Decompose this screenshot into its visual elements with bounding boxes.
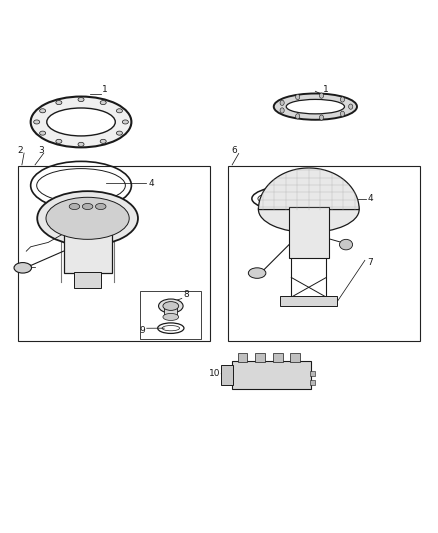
Bar <box>228 166 420 341</box>
Ellipse shape <box>296 94 300 100</box>
Ellipse shape <box>340 111 345 116</box>
Ellipse shape <box>258 187 359 232</box>
Bar <box>290 353 300 361</box>
Bar <box>64 216 112 273</box>
Ellipse shape <box>37 191 138 246</box>
Ellipse shape <box>100 101 106 104</box>
Ellipse shape <box>280 100 284 106</box>
Bar <box>310 380 315 385</box>
Text: 4: 4 <box>148 179 154 188</box>
Ellipse shape <box>56 101 62 104</box>
Bar <box>280 296 337 306</box>
Bar <box>74 272 101 288</box>
Ellipse shape <box>82 204 93 209</box>
Ellipse shape <box>274 93 357 120</box>
Ellipse shape <box>349 104 353 109</box>
Ellipse shape <box>69 204 80 209</box>
Ellipse shape <box>14 263 32 273</box>
Bar <box>232 361 311 389</box>
Bar <box>164 308 177 317</box>
Ellipse shape <box>47 108 115 136</box>
Text: 4: 4 <box>367 194 373 203</box>
Ellipse shape <box>319 115 324 120</box>
Bar <box>289 207 328 258</box>
Ellipse shape <box>296 114 300 119</box>
Text: 9: 9 <box>139 326 145 335</box>
Ellipse shape <box>95 204 106 209</box>
Ellipse shape <box>46 197 129 239</box>
Ellipse shape <box>78 98 84 102</box>
Ellipse shape <box>117 131 123 135</box>
Ellipse shape <box>34 120 40 124</box>
Ellipse shape <box>56 139 62 143</box>
Ellipse shape <box>163 313 179 320</box>
Text: 5: 5 <box>25 264 32 273</box>
Ellipse shape <box>163 302 179 310</box>
Ellipse shape <box>340 97 345 102</box>
Polygon shape <box>258 168 359 209</box>
Ellipse shape <box>39 131 46 135</box>
Ellipse shape <box>31 96 131 147</box>
Text: 3: 3 <box>39 146 45 155</box>
Ellipse shape <box>39 109 46 113</box>
Text: 8: 8 <box>183 290 189 300</box>
Bar <box>18 166 210 341</box>
Ellipse shape <box>286 99 344 114</box>
Ellipse shape <box>339 239 353 250</box>
Text: 10: 10 <box>209 369 220 378</box>
Ellipse shape <box>159 299 183 313</box>
Ellipse shape <box>100 139 106 143</box>
Text: 7: 7 <box>367 257 373 266</box>
Text: 2: 2 <box>17 146 22 155</box>
Ellipse shape <box>248 268 266 278</box>
Bar <box>255 353 265 361</box>
Ellipse shape <box>319 93 324 98</box>
Bar <box>140 290 201 339</box>
Text: 1: 1 <box>102 85 108 94</box>
Ellipse shape <box>122 120 128 124</box>
Bar <box>310 371 315 376</box>
Ellipse shape <box>280 108 284 113</box>
Ellipse shape <box>78 142 84 147</box>
Ellipse shape <box>117 109 123 113</box>
Text: 1: 1 <box>323 85 329 94</box>
Text: 6: 6 <box>231 146 237 155</box>
Bar <box>221 365 233 385</box>
Bar <box>273 353 283 361</box>
Bar <box>238 353 247 361</box>
